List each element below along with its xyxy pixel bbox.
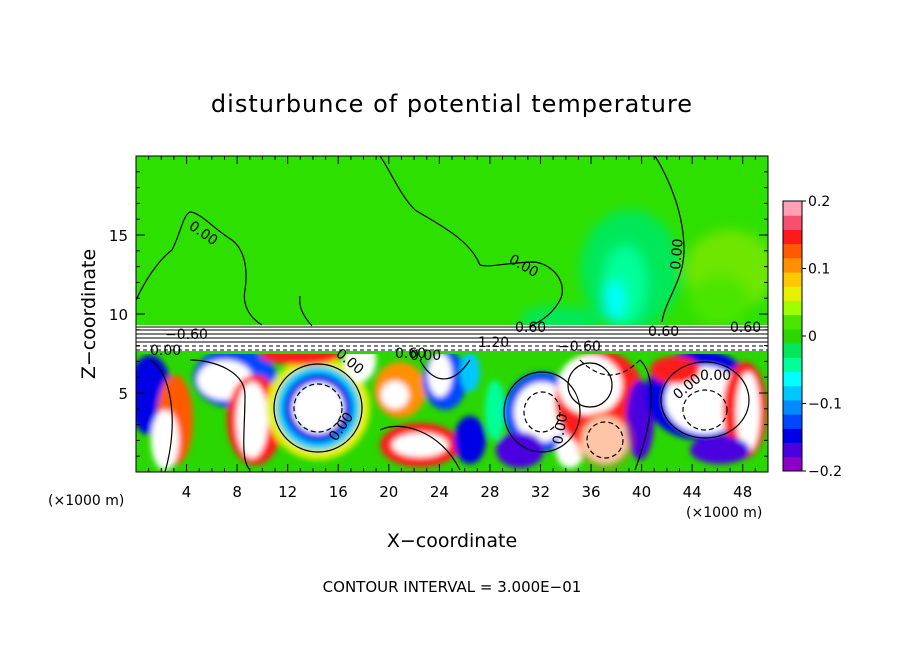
x-tick-label: 8	[232, 483, 242, 501]
lower-field-eddies	[136, 338, 767, 470]
contour-label: 0.60	[515, 320, 546, 336]
colorbar-swatch	[783, 371, 802, 387]
plot-area	[136, 156, 768, 472]
y-axis-label: Z−coordinate	[78, 249, 100, 379]
x-tick-label: 24	[430, 483, 449, 501]
colorbar-swatch	[783, 243, 802, 259]
y-tick-label: 10	[109, 306, 128, 324]
y-tick-label: 5	[118, 385, 128, 403]
x-tick-label: 36	[581, 483, 600, 501]
chart-title: disturbunce of potential temperature	[211, 90, 693, 118]
contour-interval: CONTOUR INTERVAL = 3.000E−01	[323, 578, 582, 596]
y-axis: 5 10 15	[109, 171, 768, 457]
contour-label: 0.60	[648, 324, 679, 340]
zero-contour-upper-left	[136, 211, 263, 326]
contour-label: 0.60	[395, 346, 426, 362]
x-tick-label: 12	[278, 483, 297, 501]
contour-label: 1.20	[478, 335, 509, 351]
x-axis-label: X−coordinate	[387, 530, 517, 552]
x-tick-label: 32	[531, 483, 550, 501]
x-tick-label: 28	[480, 483, 499, 501]
zero-contour-upper-mid	[654, 156, 685, 323]
zero-contour-small	[299, 295, 313, 327]
colorbar-swatch	[783, 257, 802, 273]
x-unit-right: (×1000 m)	[686, 505, 762, 521]
colorbar-swatch	[783, 286, 802, 301]
zero-contour-upper-right	[379, 156, 563, 327]
contour-label: 0.00	[550, 412, 571, 445]
colorbar-swatch	[783, 215, 802, 230]
colorbar-swatch	[783, 456, 802, 472]
contour-label: −0.60	[558, 339, 601, 355]
x-axis: 4 8 12 16 20 24 28 32 36 40 44 48	[148, 156, 756, 501]
colorbar-swatch	[783, 201, 802, 216]
colorbar: 0.2 0.1 0 −0.1 −0.2	[782, 194, 842, 480]
y-tick-label: 15	[109, 227, 128, 245]
contour-label: −0.60	[165, 327, 208, 343]
x-tick-label: 48	[733, 483, 752, 501]
x-tick-label: 40	[632, 483, 651, 501]
colorbar-tick-label: 0	[808, 329, 817, 345]
colorbar-swatch	[783, 399, 802, 415]
contour-label: 0.00	[150, 343, 181, 359]
colorbar-tick-label: 0.2	[808, 194, 830, 210]
inversion-band	[136, 325, 768, 354]
colorbar-swatch	[783, 357, 802, 373]
colorbar-swatch	[783, 428, 802, 444]
colorbar-tick-label: −0.1	[808, 397, 842, 413]
colorbar-swatch	[783, 414, 802, 429]
lower-contours	[149, 359, 750, 472]
x-unit-left: (×1000 m)	[48, 493, 124, 509]
colorbar-swatch	[783, 229, 802, 245]
x-tick-label: 4	[182, 483, 192, 501]
colorbar-swatch	[783, 442, 802, 458]
colorbar-tick-label: −0.2	[808, 464, 842, 480]
contour-label: 0.60	[730, 320, 761, 336]
contour-label: 0.00	[410, 348, 441, 364]
colorbar-swatch	[783, 300, 802, 316]
colorbar-swatch	[783, 385, 802, 401]
colorbar-swatch	[783, 328, 802, 344]
colorbar-tick-label: 0.1	[808, 262, 830, 278]
x-tick-label: 44	[683, 483, 702, 501]
contour-label: 0.00	[700, 368, 731, 384]
colorbar-swatch	[783, 314, 802, 330]
colorbar-swatch	[783, 343, 802, 358]
x-tick-label: 16	[329, 483, 348, 501]
colorbar-swatch	[783, 272, 802, 287]
x-tick-label: 20	[379, 483, 398, 501]
contour-label: 0.00	[668, 238, 687, 270]
